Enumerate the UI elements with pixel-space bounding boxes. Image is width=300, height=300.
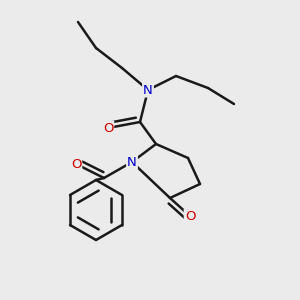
Text: N: N — [143, 83, 153, 97]
Text: O: O — [71, 158, 81, 170]
Text: N: N — [127, 155, 137, 169]
Text: O: O — [103, 122, 113, 134]
Text: O: O — [185, 209, 195, 223]
